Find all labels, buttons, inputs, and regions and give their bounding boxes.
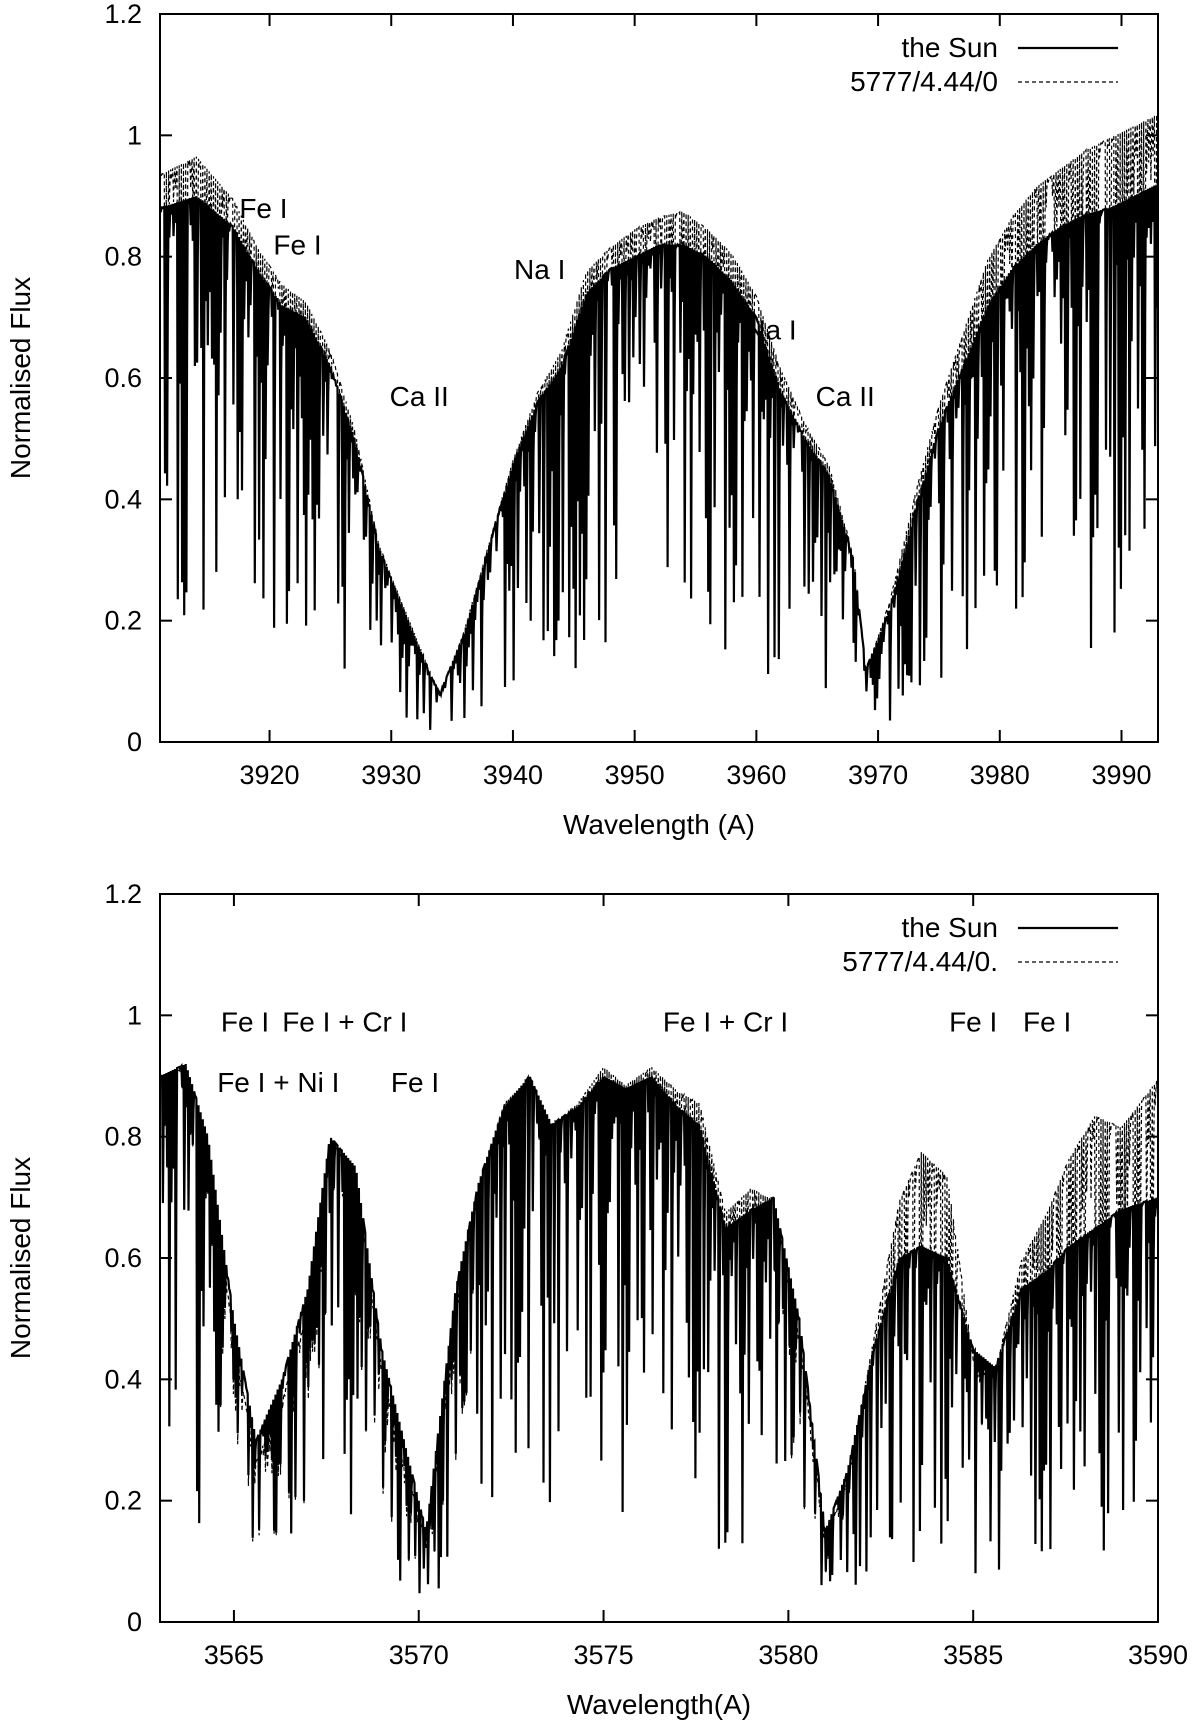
x-tick-label: 3580 — [758, 1640, 818, 1670]
y-tick-label: 0.6 — [104, 363, 142, 393]
y-tick-label: 0.2 — [104, 1486, 142, 1516]
annotation-label: Fe I — [239, 193, 287, 224]
x-tick-label: 3585 — [943, 1640, 1003, 1670]
x-tick-label: 3990 — [1091, 760, 1151, 790]
x-tick-label: 3575 — [574, 1640, 634, 1670]
y-tick-label: 0.6 — [104, 1243, 142, 1273]
annotation-label: Fe I — [1023, 1006, 1071, 1037]
x-tick-label: 3570 — [389, 1640, 449, 1670]
annotation-label: Fe I — [391, 1067, 439, 1098]
annotation-label: Fe I — [273, 230, 321, 261]
y-axis-title: Normalised Flux — [5, 277, 36, 479]
y-tick-label: 0.4 — [104, 1364, 142, 1394]
series-line-5777-4-44-0- — [160, 1066, 1158, 1590]
annotation-label: Ca II — [816, 381, 875, 412]
series-line-the-sun — [160, 184, 1158, 730]
x-tick-label: 3590 — [1128, 1640, 1188, 1670]
annotation-label: Fe I + Ni I — [217, 1067, 339, 1098]
legend-label: the Sun — [901, 32, 998, 63]
y-tick-label: 1.2 — [104, 879, 142, 909]
x-tick-label: 3970 — [848, 760, 908, 790]
y-tick-label: 1 — [127, 1000, 142, 1030]
y-axis-title: Normalised Flux — [5, 1157, 36, 1359]
y-tick-label: 0 — [127, 1607, 142, 1637]
x-tick-label: 3940 — [483, 760, 543, 790]
y-tick-label: 1.2 — [104, 0, 142, 29]
x-tick-label: 3980 — [970, 760, 1030, 790]
legend-label: the Sun — [901, 912, 998, 943]
annotation-label: Fe I + Cr I — [663, 1006, 788, 1037]
y-tick-label: 0.4 — [104, 484, 142, 514]
chart-panel-2: 0 0.2 0.4 0.6 0.8 1 1.2 3565 3570 3575 3580 3585 359… — [5, 879, 1188, 1720]
y-tick-label: 0 — [127, 727, 142, 757]
series-line-5777-4-44-0 — [160, 114, 1158, 723]
y-tick-label: 0.2 — [104, 606, 142, 636]
x-tick-label: 3930 — [361, 760, 421, 790]
y-tick-label: 0.8 — [104, 242, 142, 272]
annotation-label: Fe I + Cr I — [282, 1006, 407, 1037]
x-axis-title: Wavelength(A) — [567, 1689, 751, 1720]
annotation-label: Fe I — [221, 1006, 269, 1037]
x-tick-label: 3950 — [605, 760, 665, 790]
annotation-label: Na I — [514, 254, 565, 285]
x-tick-label: 3960 — [726, 760, 786, 790]
x-axis-title: Wavelength (A) — [563, 809, 755, 840]
legend-label: 5777/4.44/0. — [842, 946, 998, 977]
x-tick-label: 3920 — [239, 760, 299, 790]
annotation-label: Na I — [745, 314, 796, 345]
plot-frame — [159, 893, 1159, 1623]
x-tick-label: 3565 — [204, 1640, 264, 1670]
y-tick-label: 1 — [127, 120, 142, 150]
annotation-label: Ca II — [390, 381, 449, 412]
legend-label: 5777/4.44/0 — [850, 66, 998, 97]
annotation-label: Fe I — [949, 1006, 997, 1037]
chart-panel-1: 0 0.2 0.4 0.6 0.8 1 1.2 3920 3930 3940 3950 3960 397… — [5, 0, 1159, 840]
y-tick-label: 0.8 — [104, 1122, 142, 1152]
